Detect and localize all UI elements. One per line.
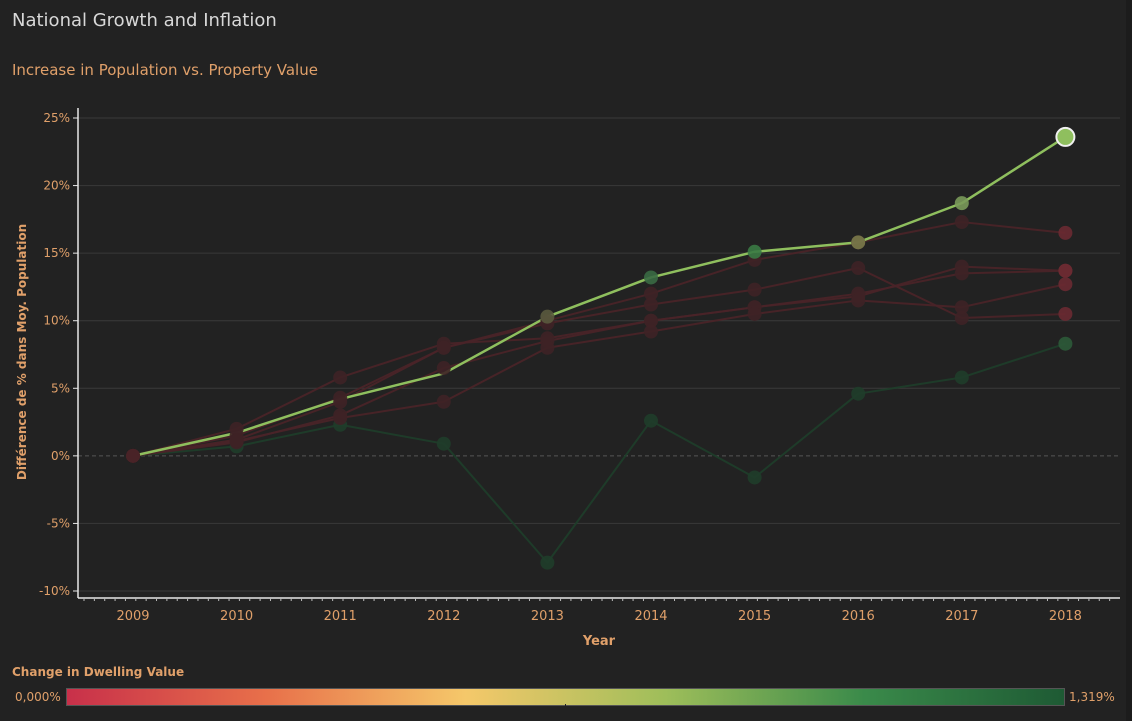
x-tick-label: 2011 <box>324 609 357 624</box>
series-line <box>132 135 1067 458</box>
y-axis-title: Différence de % dans Moy. Population <box>15 224 29 480</box>
x-tick-label: 2013 <box>531 609 564 624</box>
data-point <box>747 306 762 321</box>
y-tick-label: 0% <box>51 449 70 463</box>
data-point <box>436 436 451 451</box>
data-point <box>954 370 969 385</box>
data-point <box>747 470 762 485</box>
data-point <box>954 266 969 281</box>
data-point <box>644 297 658 312</box>
data-point <box>644 324 658 339</box>
line-chart: 25% 20% 15% 10% 5% 0% -5% -10% 2009 2010 2011 2012 2… <box>15 108 1120 649</box>
legend-title: Change in Dwelling Value <box>12 665 185 679</box>
y-tick-label: -5% <box>47 516 70 530</box>
series-line <box>132 283 1066 457</box>
data-point <box>436 394 451 409</box>
right-panel-edge <box>1126 0 1132 721</box>
data-point <box>851 386 866 401</box>
x-tick-label: 2017 <box>945 609 978 624</box>
data-point <box>540 309 555 324</box>
series-line <box>132 269 1066 457</box>
series-line <box>132 267 1066 457</box>
data-point-highlight <box>1055 126 1076 147</box>
data-point <box>644 270 658 285</box>
y-tick-label: 5% <box>51 381 70 395</box>
data-point <box>1058 277 1073 292</box>
x-axis-title: Year <box>582 634 616 649</box>
legend-max-label: 1,319% <box>1069 690 1115 704</box>
data-point <box>126 448 140 463</box>
x-tick-label: 2015 <box>738 609 771 624</box>
data-point <box>954 215 969 230</box>
x-tick-label: 2010 <box>220 609 253 624</box>
x-tick-label: 2012 <box>427 609 460 624</box>
data-point <box>333 370 348 385</box>
data-point <box>229 421 244 436</box>
data-point <box>333 411 348 426</box>
chart-subtitle: Increase in Population vs. Property Valu… <box>12 61 318 79</box>
legend-marker <box>565 704 566 708</box>
data-point <box>1058 336 1073 351</box>
series-line <box>132 342 1066 564</box>
x-tick-label: 2018 <box>1049 609 1082 624</box>
data-point <box>1058 263 1073 278</box>
data-point <box>954 311 969 326</box>
data-point <box>747 282 762 297</box>
y-tick-label: 20% <box>43 179 70 193</box>
data-point <box>954 300 969 315</box>
data-point <box>1058 225 1073 240</box>
data-point <box>644 413 658 428</box>
y-tick-label: 15% <box>43 246 70 260</box>
data-point <box>747 244 762 259</box>
data-point <box>540 555 555 570</box>
data-point <box>229 433 244 448</box>
data-point <box>436 361 451 376</box>
legend-min-label: 0,000% <box>15 690 61 704</box>
y-tick-label: 10% <box>43 314 70 328</box>
data-point <box>540 340 555 355</box>
data-point <box>436 340 451 355</box>
series-line <box>132 265 1066 457</box>
data-point <box>644 286 658 301</box>
data-point <box>644 313 658 328</box>
y-tick-label: -10% <box>39 584 70 598</box>
x-tick-label: 2014 <box>634 609 667 624</box>
y-tick-label: 25% <box>43 111 70 125</box>
data-point <box>851 293 866 308</box>
data-point <box>333 394 348 409</box>
data-point <box>851 235 866 250</box>
data-point <box>1058 306 1073 321</box>
page-title: National Growth and Inflation <box>12 10 277 31</box>
data-point <box>954 196 969 211</box>
data-point <box>851 261 866 276</box>
x-tick-label: 2009 <box>116 609 149 624</box>
x-tick-label: 2016 <box>842 609 875 624</box>
